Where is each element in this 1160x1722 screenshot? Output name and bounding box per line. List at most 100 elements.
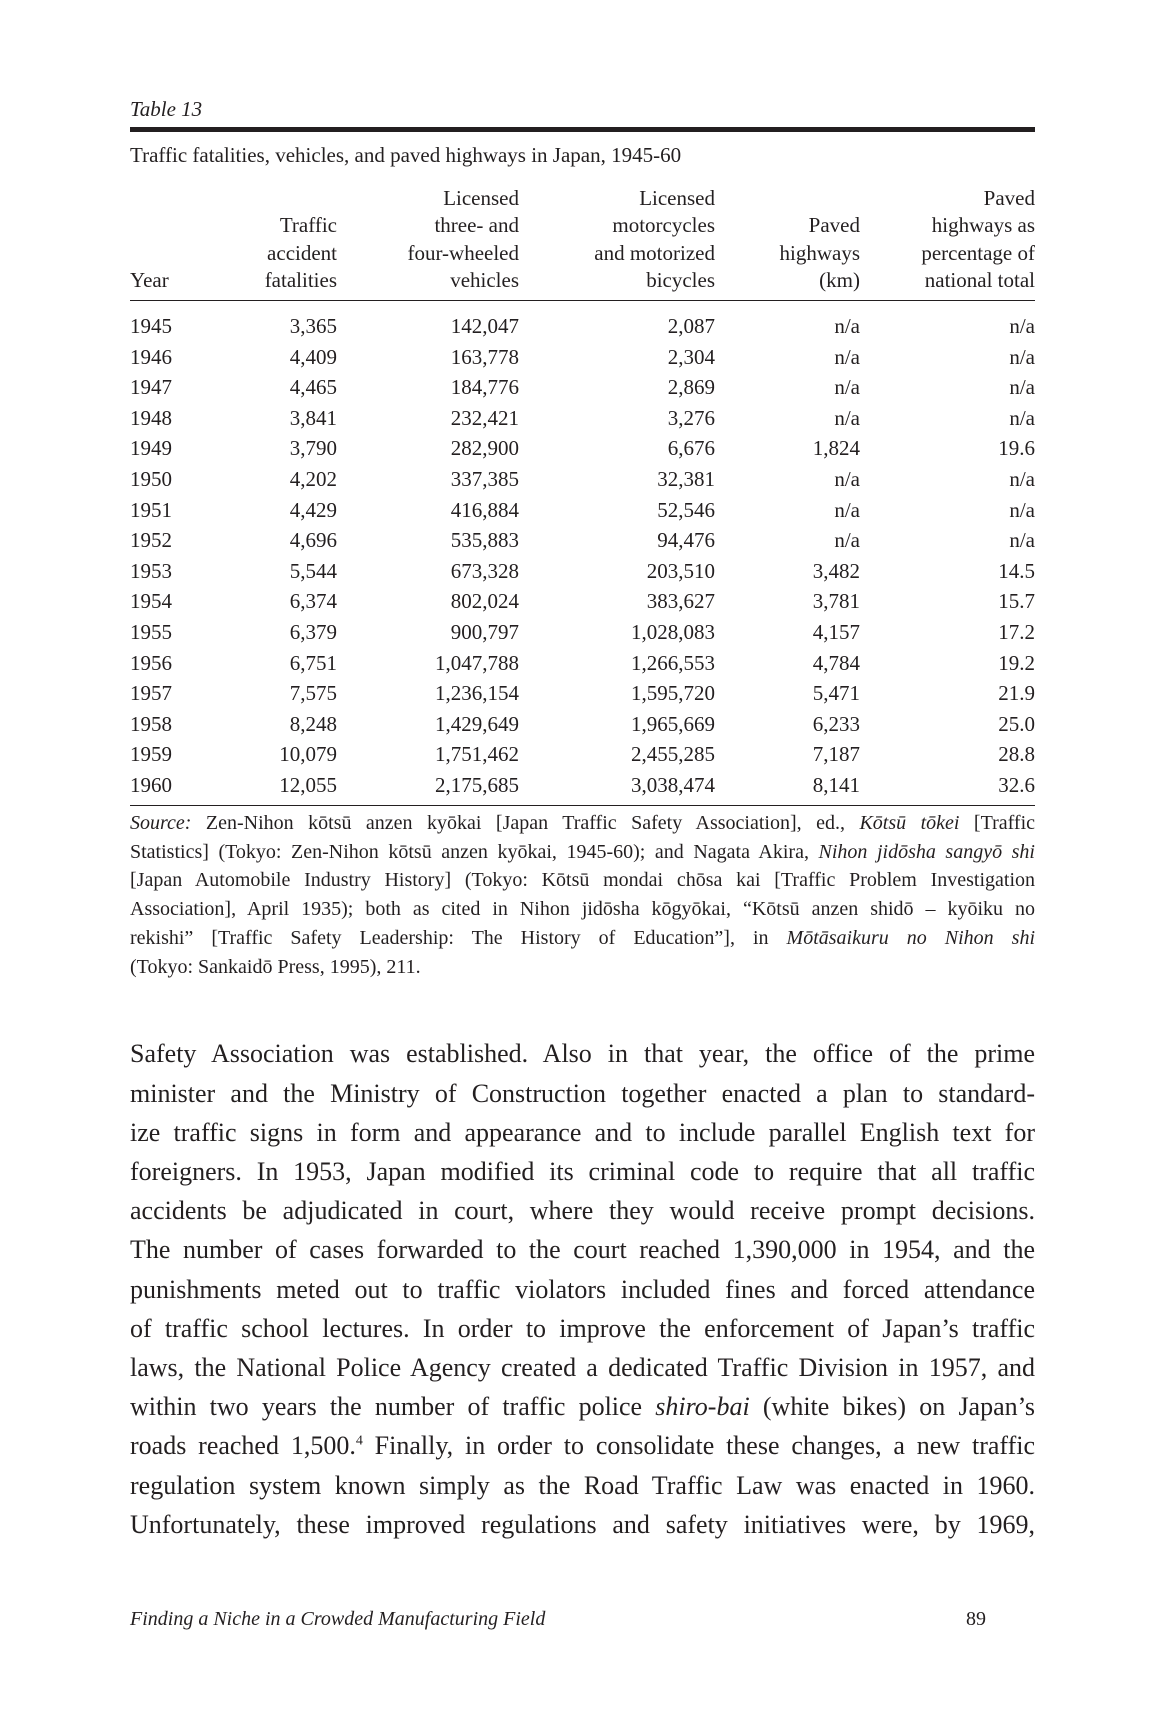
text: foreigners. In 1953, Japan modified its … xyxy=(130,1157,1035,1186)
cell: 7,187 xyxy=(812,742,860,767)
cell: 21.9 xyxy=(998,681,1035,706)
top-rule xyxy=(130,127,1035,132)
cell: 14.5 xyxy=(998,558,1035,583)
row-year: 1960 xyxy=(130,773,172,797)
text: (Tokyo: Sankaidō Press, 1995), 211. xyxy=(130,955,421,978)
cell: 1,429,649 xyxy=(435,711,519,736)
text: minister and the Ministry of Constructio… xyxy=(130,1078,1035,1108)
header-rule xyxy=(130,300,1035,301)
cell: n/a xyxy=(834,375,860,400)
cell: 52,546 xyxy=(657,497,715,522)
row-year: 1947 xyxy=(130,375,172,400)
header-line: Year xyxy=(130,268,169,293)
footnote-ref: 4 xyxy=(355,1433,363,1449)
text: The number of cases forwarded to the cou… xyxy=(130,1235,1035,1265)
cell: 7,575 xyxy=(289,681,337,706)
cell: 25.0 xyxy=(998,711,1035,736)
cell: 4,157 xyxy=(812,620,860,644)
text: Statistics] (Tokyo: Zen-Nihon kōtsū anze… xyxy=(130,840,819,863)
cell: 282,900 xyxy=(450,436,519,461)
cell: 3,790 xyxy=(289,436,337,461)
header-line: (km) xyxy=(819,268,860,293)
text: Association], April 1935); both as cited… xyxy=(130,898,1035,921)
title: Nihon jidōsha sangyō shi xyxy=(818,840,1035,863)
body-line: accidents be adjudicated in court, where… xyxy=(130,1191,1035,1230)
cell: 32.6 xyxy=(998,773,1035,797)
source-line: Source: Zen-Nihon kōtsū anzen kyōkai [Ja… xyxy=(130,809,1035,838)
body-line: roads reached 1,500.4 Finally, in order … xyxy=(130,1426,1035,1465)
cell: 94,476 xyxy=(657,528,715,553)
page-number: 89 xyxy=(966,1608,986,1630)
cell: n/a xyxy=(1009,375,1035,400)
body-line: minister and the Ministry of Constructio… xyxy=(130,1074,1035,1113)
column-header: Traffic accident fatalities xyxy=(265,212,337,295)
cell: 6,676 xyxy=(667,436,715,461)
text: ize traffic signs in form and appearance… xyxy=(130,1117,1035,1147)
header-line: highways as xyxy=(931,213,1035,238)
text: regulation system known simply as the Ro… xyxy=(130,1470,1035,1500)
row-year: 1953 xyxy=(130,558,172,583)
body-line: laws, the National Police Agency created… xyxy=(130,1348,1035,1387)
cell: 2,175,685 xyxy=(435,773,519,797)
cell: 673,328 xyxy=(450,558,519,583)
header-line: national total xyxy=(924,268,1035,293)
cell: 2,304 xyxy=(667,344,715,369)
cell: 28.8 xyxy=(998,742,1035,767)
header-line: vehicles xyxy=(450,268,519,293)
header-line: three- and xyxy=(434,213,519,238)
cell: 142,047 xyxy=(450,314,519,338)
source-line: [Japan Automobile Industry History] (Tok… xyxy=(130,866,1035,895)
cell: n/a xyxy=(1009,467,1035,491)
source-label: Source: xyxy=(130,812,192,834)
text: accidents be adjudicated in court, where… xyxy=(130,1196,1035,1226)
text: Safety Association was established. Also… xyxy=(130,1039,1035,1069)
source-line: Association], April 1935); both as cited… xyxy=(130,895,1035,924)
header-line: Paved xyxy=(983,185,1035,210)
cell: n/a xyxy=(1009,528,1035,553)
cell: 6,233 xyxy=(812,711,860,736)
header-line: Licensed xyxy=(639,185,715,210)
cell: n/a xyxy=(1009,314,1035,338)
cell: 6,379 xyxy=(289,620,337,644)
row-year: 1945 xyxy=(130,314,172,338)
header-line: bicycles xyxy=(646,268,715,293)
row-year: 1957 xyxy=(130,681,172,706)
text: Unfortunately, these improved regulation… xyxy=(130,1509,1035,1539)
row-year: 1959 xyxy=(130,742,172,767)
cell: n/a xyxy=(834,528,860,553)
body-line: ize traffic signs in form and appearance… xyxy=(130,1113,1035,1152)
row-year: 1946 xyxy=(130,344,172,369)
source-line: Statistics] (Tokyo: Zen-Nihon kōtsū anze… xyxy=(130,838,1035,867)
cell: 15.7 xyxy=(998,589,1035,614)
header-line: Traffic xyxy=(279,213,337,238)
column-header: Licensed three- and four-wheeled vehicles xyxy=(407,185,519,295)
cell: 2,869 xyxy=(667,375,715,400)
cell: 416,884 xyxy=(450,497,519,522)
body-line: within two years the number of traffic p… xyxy=(130,1387,1035,1426)
cell: 3,482 xyxy=(812,558,860,583)
header-line: Paved xyxy=(808,213,860,238)
text: Finally, in order to consolidate these c… xyxy=(362,1431,1035,1461)
cell: 19.2 xyxy=(998,650,1035,675)
cell: n/a xyxy=(1009,497,1035,522)
term: shiro-bai xyxy=(655,1392,750,1422)
cell: 10,079 xyxy=(279,742,337,767)
cell: 12,055 xyxy=(279,773,337,797)
row-year: 1956 xyxy=(130,650,172,675)
cell: 1,266,553 xyxy=(631,650,715,675)
cell: 4,696 xyxy=(289,528,337,553)
text: (white bikes) on Japan’s xyxy=(749,1392,1035,1422)
header-line: accident xyxy=(267,240,337,265)
header-line: motorcycles xyxy=(612,213,715,238)
text: punishments meted out to traffic violato… xyxy=(130,1274,1035,1304)
body-line: Safety Association was established. Also… xyxy=(130,1034,1035,1073)
cell: 8,248 xyxy=(289,711,337,736)
title: Mōtāsaikuru no Nihon shi xyxy=(786,926,1036,949)
row-year: 1952 xyxy=(130,528,172,553)
cell: 1,028,083 xyxy=(631,620,715,644)
text: within two years the number of traffic p… xyxy=(130,1392,656,1422)
cell: 802,024 xyxy=(450,589,519,614)
cell: 184,776 xyxy=(450,375,519,400)
body-line: Unfortunately, these improved regulation… xyxy=(130,1505,1035,1544)
text: [Japan Automobile Industry History] (Tok… xyxy=(130,869,1035,892)
